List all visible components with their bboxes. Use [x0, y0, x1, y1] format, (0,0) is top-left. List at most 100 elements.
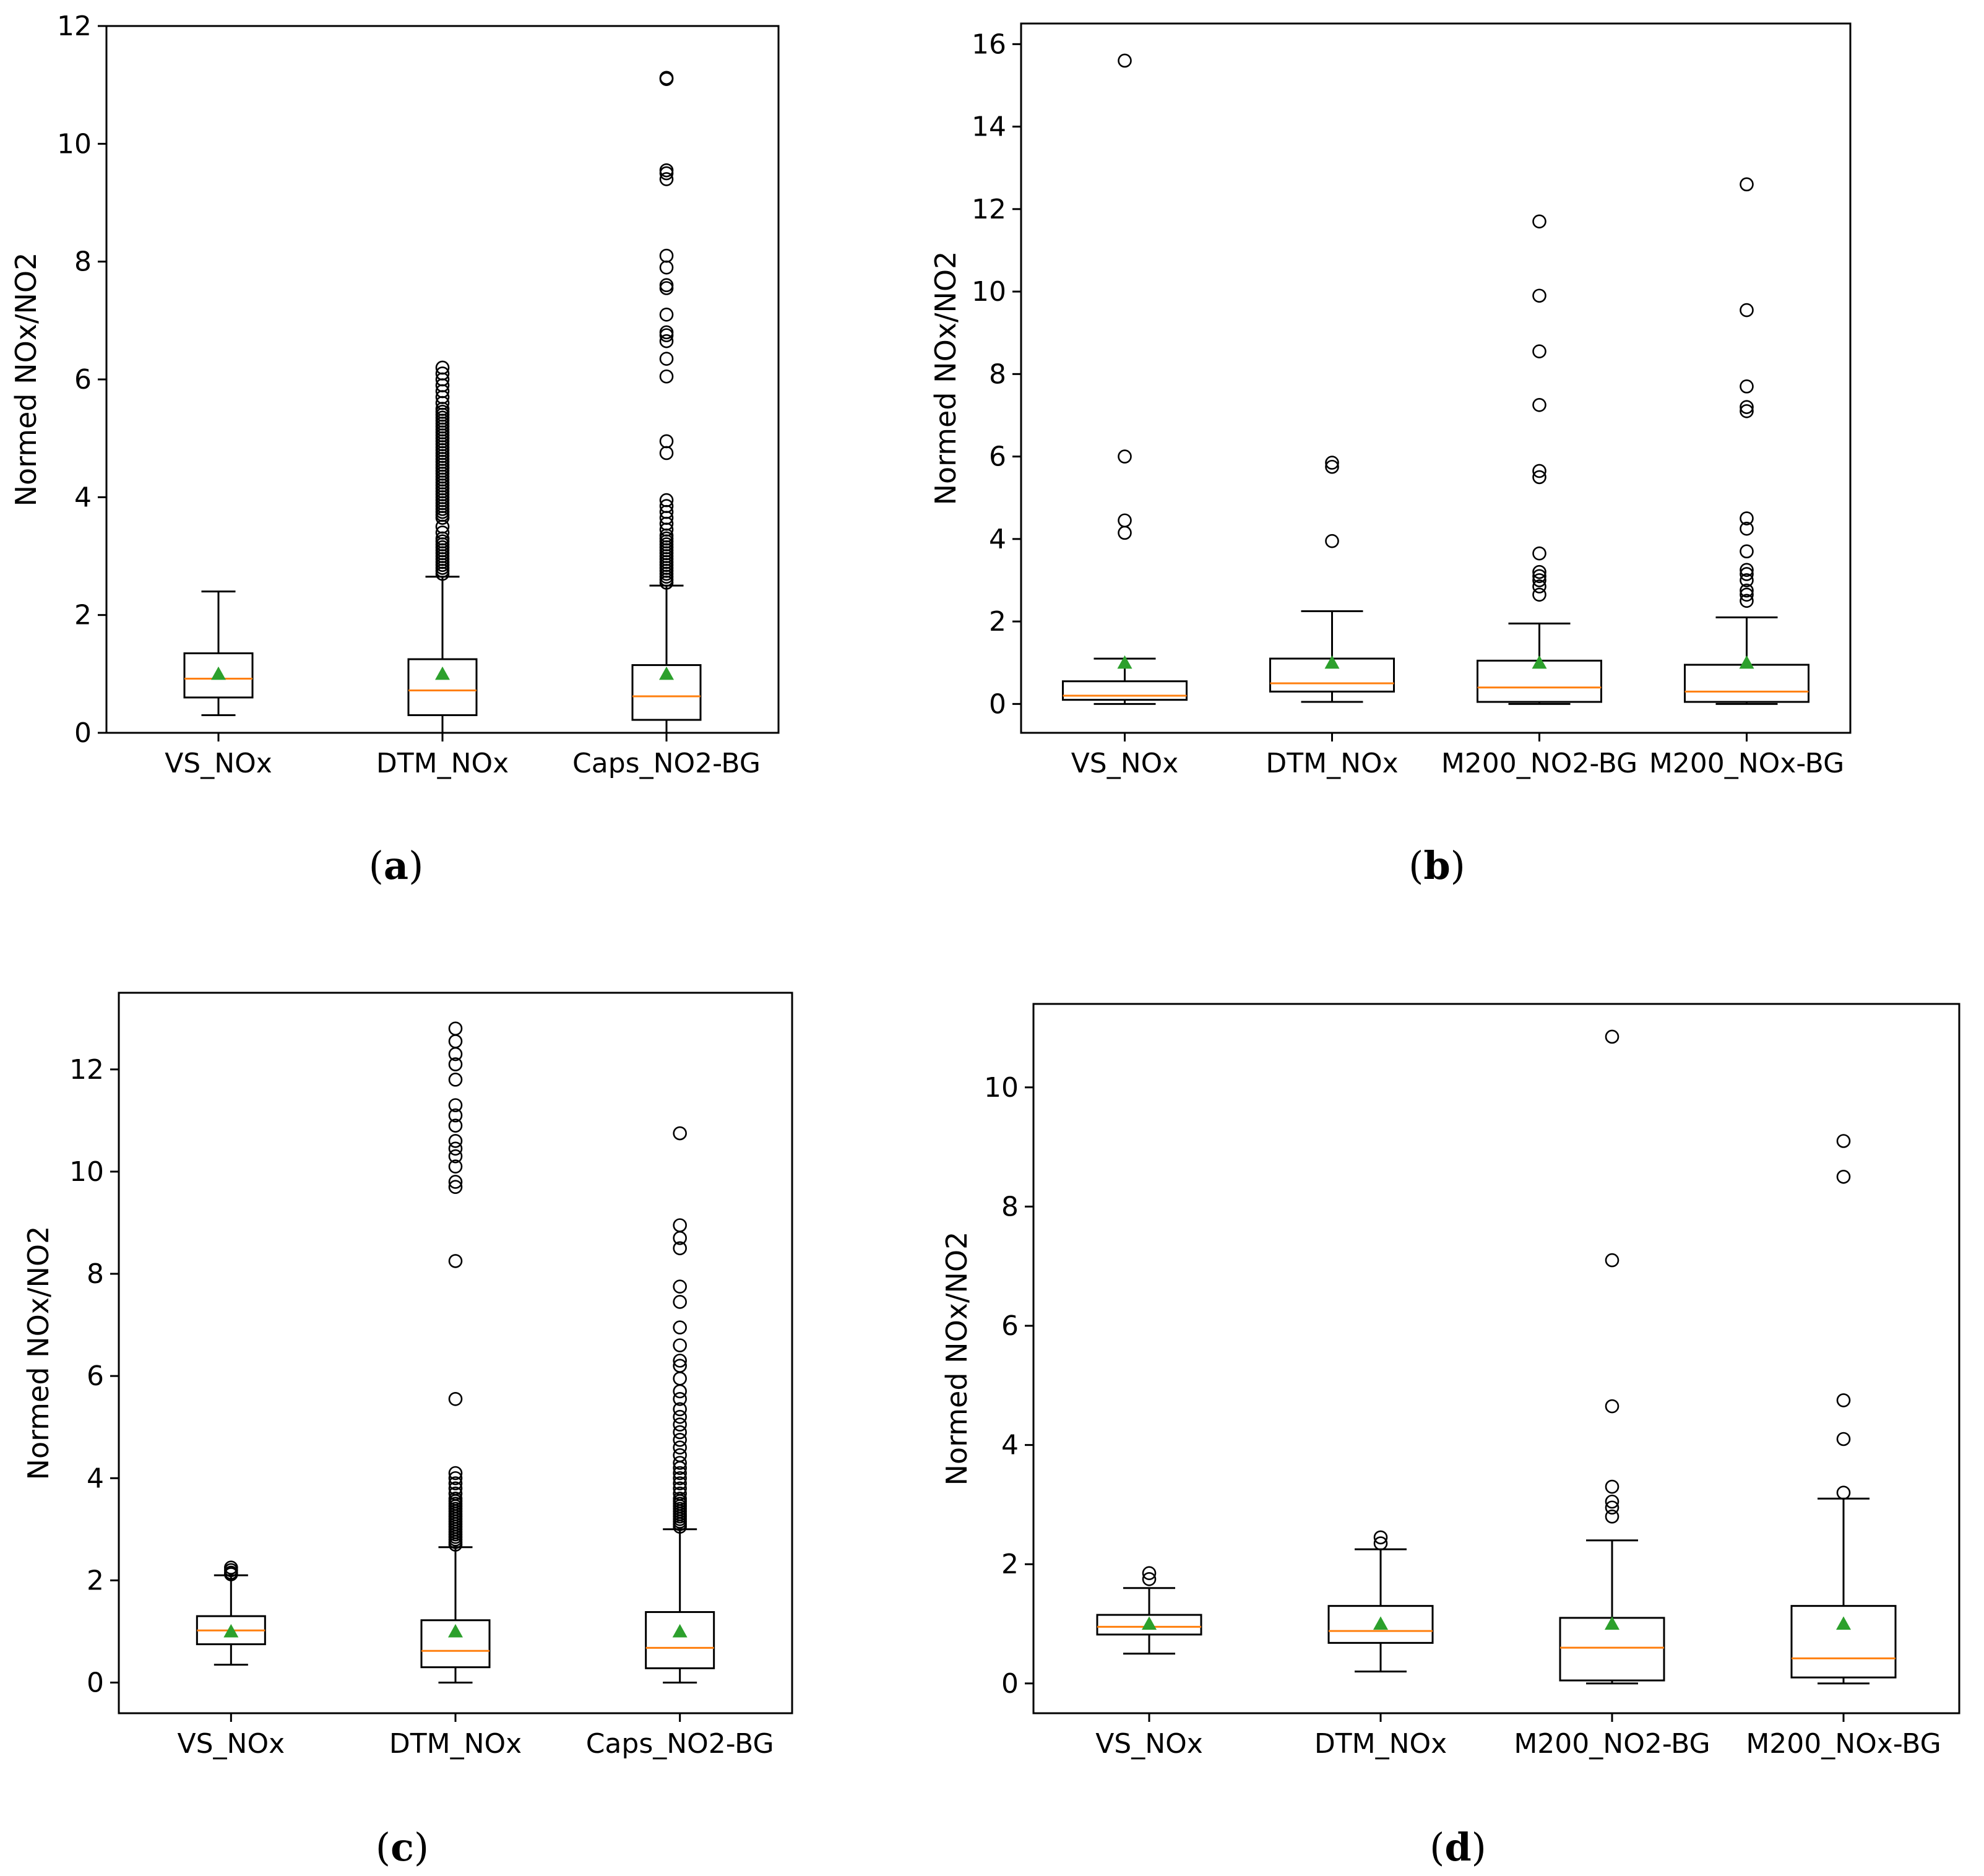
y-axis-label: Normed NOx/NO2 [22, 1226, 55, 1480]
outlier-point [673, 1295, 687, 1309]
mean-marker [448, 1623, 463, 1638]
outlier-point [448, 1073, 463, 1087]
panel-label-open-paren: ( [369, 843, 384, 888]
box-M200_NOx-BG [1684, 177, 1809, 705]
mean-marker [1739, 655, 1754, 669]
box-VS_NOx [1096, 1566, 1202, 1655]
y-tick-label: 0 [74, 717, 92, 749]
iqr-box [1790, 1605, 1897, 1679]
outlier-point [673, 1456, 687, 1470]
outlier-point [673, 1371, 687, 1386]
y-tick-label: 14 [972, 111, 1006, 143]
outlier-point [673, 1471, 687, 1485]
outlier-point [448, 1476, 463, 1490]
y-tick-label: 6 [87, 1360, 104, 1392]
outlier-point [448, 1098, 463, 1112]
outlier-point [1118, 449, 1132, 464]
x-tick-label: VS_NOx [178, 1728, 285, 1760]
y-tick-label: 12 [972, 194, 1006, 225]
box-M200_NO2-BG [1559, 1029, 1665, 1685]
y-tick-label: 4 [74, 482, 92, 513]
outlier-point [1740, 404, 1754, 418]
outlier-point [448, 1391, 463, 1406]
mean-marker [1836, 1616, 1851, 1630]
outlier-point [448, 1175, 463, 1189]
outlier-point [448, 1108, 463, 1123]
y-axis-label: Normed NOx/NO2 [940, 1232, 973, 1486]
outlier-point [1740, 544, 1754, 559]
outlier-point [1836, 1393, 1851, 1407]
box-VS_NOx [183, 590, 254, 716]
outlier-point [659, 446, 674, 460]
y-tick-label: 2 [87, 1565, 104, 1596]
panel-label-letter: b [1423, 843, 1450, 888]
outlier-point [659, 172, 674, 186]
y-tick-label: 10 [69, 1156, 104, 1188]
box-M200_NOx-BG [1790, 1134, 1897, 1685]
outlier-point [673, 1491, 687, 1506]
iqr-box [1327, 1605, 1434, 1644]
mean-marker [659, 666, 674, 680]
x-tick-label: VS_NOx [1095, 1728, 1203, 1760]
panel-label-close-paren: ) [408, 843, 423, 888]
mean-marker [223, 1623, 239, 1638]
panel-label-open-paren: ( [1430, 1825, 1444, 1870]
outlier-point [1532, 573, 1546, 587]
panel-label-letter: d [1444, 1825, 1471, 1870]
y-tick-label: 8 [74, 246, 92, 278]
panel-label-letter: c [390, 1825, 414, 1870]
y-tick-label: 6 [989, 441, 1006, 473]
y-tick-label: 2 [1001, 1549, 1019, 1580]
outlier-point [1740, 521, 1754, 536]
outlier-point [673, 1241, 687, 1256]
outlier-point [448, 1057, 463, 1071]
outlier-point [673, 1425, 687, 1440]
x-tick-label: VS_NOx [165, 748, 272, 779]
outlier-point [1325, 534, 1339, 548]
outlier-point [659, 325, 674, 340]
outlier-point [448, 1149, 463, 1164]
x-tick-label: DTM_NOx [389, 1728, 522, 1760]
outlier-point [1532, 214, 1546, 229]
plot-frame [1020, 22, 1852, 734]
mean-marker [1117, 655, 1132, 669]
iqr-box [183, 652, 254, 699]
outlier-point [673, 1320, 687, 1335]
iqr-box [1684, 664, 1809, 703]
y-tick-label: 10 [984, 1072, 1019, 1104]
outlier-point [1605, 1500, 1620, 1515]
outlier-point [1836, 1485, 1851, 1500]
box-Caps_NO2-BG [645, 1126, 715, 1684]
panel-label: (c) [376, 1825, 429, 1870]
outlier-point [435, 360, 450, 375]
panel-d: 0 2 4 6 8 10 Normed NOx/NO2 VS_NOx DTM_NOx M200_N… [940, 1003, 1960, 1870]
outlier-point [1532, 564, 1546, 579]
outlier-point [448, 1159, 463, 1174]
y-tick-label: 4 [989, 524, 1006, 555]
outlier-point [673, 1359, 687, 1373]
y-tick-label: 2 [74, 600, 92, 631]
outlier-point [1605, 1399, 1620, 1414]
outlier-point [1740, 400, 1754, 414]
panel-label: (a) [369, 843, 424, 888]
outlier-point [673, 1126, 687, 1141]
panel-label-close-paren: ) [1472, 1825, 1486, 1870]
y-tick-label: 4 [87, 1463, 104, 1494]
outlier-point [673, 1391, 687, 1406]
outlier-point [1740, 594, 1754, 608]
y-tick-label: 0 [87, 1667, 104, 1698]
panel-label-letter: a [384, 843, 408, 888]
outlier-point [448, 1141, 463, 1156]
iqr-box [1062, 680, 1188, 701]
x-tick-label: DTM_NOx [1266, 748, 1398, 779]
x-tick-label: M200_NO2-BG [1514, 1728, 1710, 1760]
outlier-point [1373, 1536, 1388, 1550]
x-tick-label: DTM_NOx [376, 748, 509, 779]
panel-b: 0 2 4 6 8 10 12 14 16 Normed NOx/NO2 VS_NOx DTM_NOx… [929, 22, 1852, 888]
outlier-point [1532, 569, 1546, 584]
outlier-point [435, 525, 450, 540]
outlier-point [673, 1354, 687, 1368]
outlier-point [659, 308, 674, 322]
outlier-point [1532, 470, 1546, 485]
